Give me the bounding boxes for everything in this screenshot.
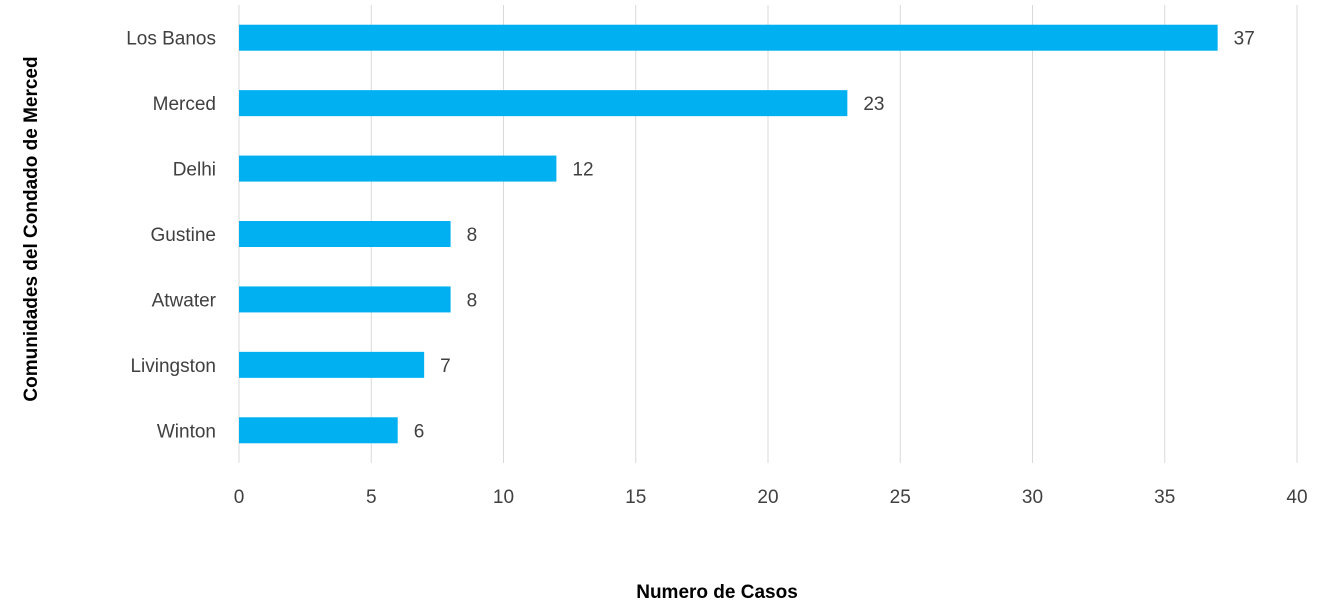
- x-tick-label: 5: [366, 487, 377, 508]
- data-label: 6: [414, 421, 425, 442]
- x-tick-label: 25: [890, 487, 911, 508]
- x-tick-label: 0: [234, 487, 245, 508]
- category-label: Los Banos: [126, 29, 216, 50]
- x-tick-label: 30: [1022, 487, 1043, 508]
- data-label: 12: [572, 160, 593, 181]
- gridlines: [238, 5, 1298, 463]
- bars: [239, 24, 1218, 444]
- data-label: 37: [1234, 29, 1255, 50]
- x-tick-label: 15: [625, 487, 646, 508]
- data-label: 7: [440, 356, 451, 377]
- category-label: Atwater: [152, 290, 217, 311]
- x-tick-label: 20: [757, 487, 778, 508]
- data-label: 23: [863, 94, 884, 115]
- labels: 0 5 10 15 20 25 30 35 40 Los Banos 37 Merced 23 Delhi…: [126, 29, 1307, 508]
- bar-merced: [239, 90, 848, 117]
- x-tick-label: 10: [493, 487, 514, 508]
- bar-winton: [239, 417, 398, 444]
- category-label: Gustine: [151, 225, 216, 246]
- category-label: Delhi: [173, 160, 216, 181]
- category-label: Merced: [153, 94, 216, 115]
- y-axis-title: Comunidades del Condado de Merced: [21, 56, 42, 401]
- x-tick-label: 35: [1154, 487, 1175, 508]
- bar-gustine: [239, 221, 451, 247]
- bar-livingston: [239, 351, 425, 378]
- data-label: 8: [467, 290, 478, 311]
- x-tick-label: 40: [1286, 487, 1307, 508]
- x-axis-title: Numero de Casos: [636, 582, 798, 603]
- bar-atwater: [239, 286, 451, 313]
- bar-los-banos: [239, 24, 1218, 51]
- category-label: Livingston: [130, 356, 216, 377]
- bar-delhi: [239, 155, 557, 182]
- data-label: 8: [467, 225, 478, 246]
- category-label: Winton: [157, 421, 216, 442]
